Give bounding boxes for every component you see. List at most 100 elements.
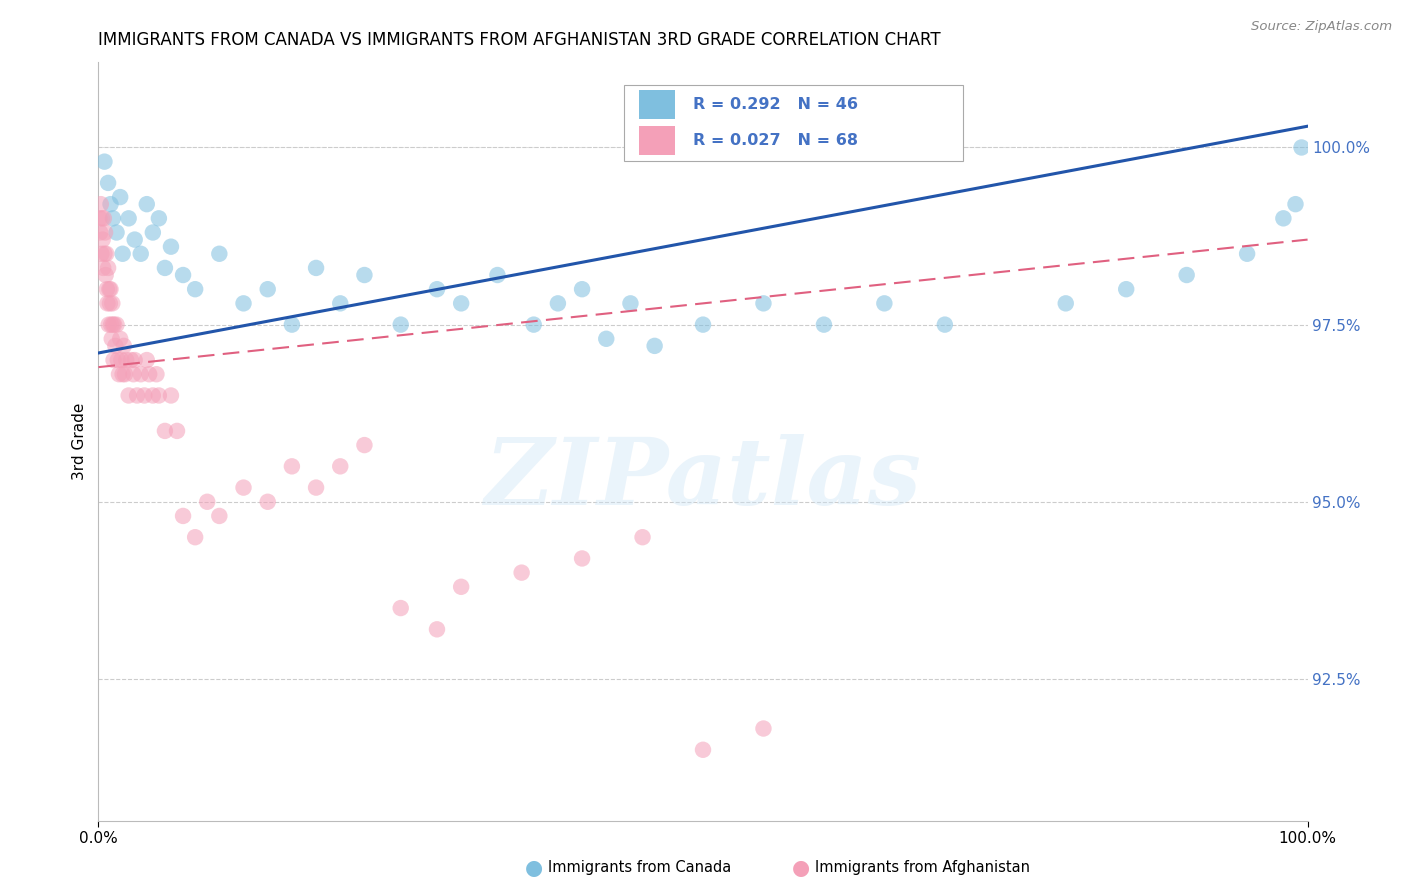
Point [120, 353, 142, 368]
Point [93, 246, 115, 260]
Point [118, 211, 141, 226]
Point [389, 601, 412, 615]
Point [389, 318, 412, 332]
Point [124, 353, 146, 368]
Point [305, 260, 328, 275]
Point [108, 332, 131, 346]
Point [129, 246, 152, 260]
Point [97, 318, 120, 332]
Point [127, 388, 149, 402]
Point [104, 339, 127, 353]
Point [142, 226, 165, 240]
Text: ●: ● [526, 858, 543, 878]
Text: Immigrants from Canada: Immigrants from Canada [548, 861, 731, 875]
Point [153, 424, 176, 438]
Text: Source: ZipAtlas.com: Source: ZipAtlas.com [1251, 20, 1392, 33]
Point [172, 268, 194, 282]
Text: IMMIGRANTS FROM CANADA VS IMMIGRANTS FROM AFGHANISTAN 3RD GRADE CORRELATION CHAR: IMMIGRANTS FROM CANADA VS IMMIGRANTS FRO… [98, 31, 941, 49]
Point [98, 282, 121, 296]
Point [166, 424, 188, 438]
Point [195, 495, 218, 509]
Point [1054, 296, 1077, 310]
Text: R = 0.027   N = 68: R = 0.027 N = 68 [693, 133, 858, 148]
Point [172, 508, 194, 523]
Point [112, 339, 135, 353]
Point [97, 260, 120, 275]
Point [122, 368, 145, 382]
Point [91, 211, 114, 226]
Point [145, 368, 167, 382]
Point [89, 211, 111, 226]
Point [692, 743, 714, 757]
Point [101, 318, 124, 332]
Point [353, 438, 375, 452]
Point [547, 296, 569, 310]
Point [105, 226, 128, 240]
FancyBboxPatch shape [638, 90, 675, 119]
Point [118, 388, 141, 402]
Y-axis label: 3rd Grade: 3rd Grade [72, 403, 87, 480]
Point [450, 296, 472, 310]
Point [129, 368, 152, 382]
Point [115, 353, 138, 368]
Point [90, 246, 112, 260]
Point [91, 260, 114, 275]
Point [135, 197, 157, 211]
FancyBboxPatch shape [624, 85, 963, 161]
Point [329, 296, 352, 310]
Point [184, 282, 207, 296]
Text: Immigrants from Afghanistan: Immigrants from Afghanistan [815, 861, 1031, 875]
Point [934, 318, 956, 332]
Text: ZIPatlas: ZIPatlas [485, 434, 921, 524]
Point [619, 296, 641, 310]
Point [184, 530, 207, 544]
Point [523, 318, 546, 332]
Point [486, 268, 509, 282]
FancyBboxPatch shape [638, 126, 675, 155]
Point [111, 246, 134, 260]
Point [124, 233, 146, 247]
Point [91, 233, 114, 247]
Point [595, 332, 617, 346]
Point [1272, 211, 1295, 226]
Point [1175, 268, 1198, 282]
Point [571, 551, 593, 566]
Point [208, 508, 231, 523]
Point [148, 388, 170, 402]
Point [103, 318, 125, 332]
Point [142, 388, 165, 402]
Point [93, 154, 115, 169]
Point [329, 459, 352, 474]
Point [692, 318, 714, 332]
Point [111, 368, 134, 382]
Point [256, 495, 278, 509]
Point [101, 296, 124, 310]
Point [256, 282, 278, 296]
Point [96, 246, 118, 260]
Point [96, 296, 118, 310]
Point [631, 530, 654, 544]
Point [114, 368, 136, 382]
Point [160, 240, 183, 254]
Point [426, 282, 449, 296]
Point [108, 368, 131, 382]
Point [232, 481, 254, 495]
Point [97, 176, 120, 190]
Point [813, 318, 835, 332]
Text: R = 0.292   N = 46: R = 0.292 N = 46 [693, 96, 858, 112]
Point [281, 318, 304, 332]
Point [752, 296, 775, 310]
Point [96, 282, 118, 296]
Point [873, 296, 896, 310]
Text: ●: ● [793, 858, 810, 878]
Point [1284, 197, 1306, 211]
Point [107, 353, 129, 368]
Point [450, 580, 472, 594]
Point [510, 566, 533, 580]
Point [138, 368, 160, 382]
Point [100, 282, 122, 296]
Point [571, 282, 593, 296]
Point [281, 459, 304, 474]
Point [89, 226, 111, 240]
Point [148, 211, 170, 226]
